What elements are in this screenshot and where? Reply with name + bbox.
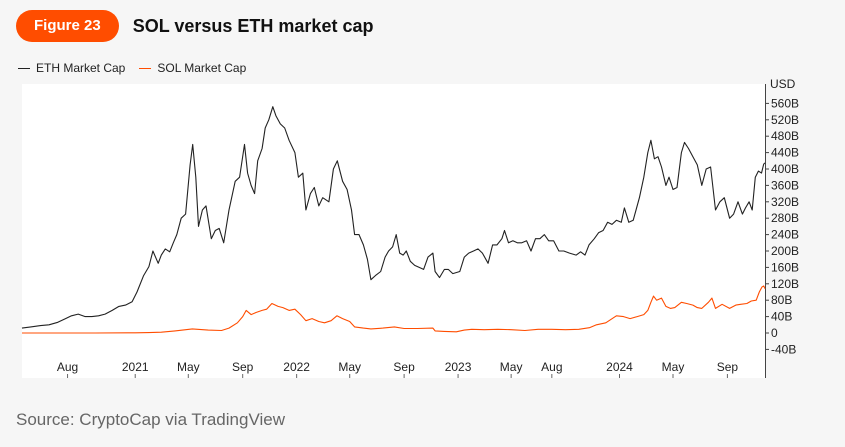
eth-market-cap-line — [21, 106, 766, 329]
x-tick-label: Sep — [717, 360, 739, 374]
y-tick-label: 120B — [771, 277, 799, 291]
x-tick-label: May — [338, 360, 361, 374]
y-tick-label: 80B — [771, 293, 792, 307]
y-tick-label: 400B — [771, 162, 799, 176]
y-tick-label: 240B — [771, 228, 799, 242]
x-tick-label: Sep — [393, 360, 415, 374]
x-tick-label: Sep — [232, 360, 254, 374]
y-tick-label: 40B — [771, 310, 792, 324]
y-tick-label: 360B — [771, 178, 799, 192]
x-tick-label: Aug — [57, 360, 78, 374]
source-note: Source: CryptoCap via TradingView — [16, 410, 285, 429]
y-tick-label: 520B — [771, 113, 799, 127]
legend-swatch-sol — [139, 67, 152, 69]
x-tick-label: May — [500, 360, 523, 374]
chart-title: SOL versus ETH market cap — [132, 15, 374, 36]
legend-label-sol: SOL Market Cap — [157, 61, 247, 75]
x-tick-label: 2022 — [283, 360, 310, 374]
x-tick-label: May — [662, 360, 685, 374]
x-tick-label: May — [177, 360, 200, 374]
y-tick-label: 320B — [771, 195, 799, 209]
y-tick-label: 560B — [771, 96, 799, 110]
y-tick-label: 280B — [771, 211, 799, 225]
y-tick-label: 440B — [771, 146, 799, 160]
y-tick-label: 480B — [771, 129, 799, 143]
figure-badge: Figure 23 — [16, 10, 119, 42]
legend-item-sol: SOL Market Cap — [139, 61, 246, 75]
legend-item-eth: ETH Market Cap — [18, 61, 125, 75]
sol-market-cap-line — [22, 285, 766, 334]
chart-legend: ETH Market Cap SOL Market Cap — [18, 61, 260, 75]
y-tick-label: 160B — [771, 260, 799, 274]
figure-header: Figure 23 SOL versus ETH market cap — [16, 10, 373, 42]
y-axis-unit: USD — [770, 77, 796, 91]
plot-area — [22, 84, 766, 378]
x-tick-label: 2023 — [445, 360, 472, 374]
x-tick-label: Aug — [541, 360, 562, 374]
y-tick-label: -40B — [771, 342, 796, 356]
x-tick-label: 2021 — [122, 360, 149, 374]
legend-label-eth: ETH Market Cap — [36, 61, 126, 75]
x-tick-label: 2024 — [606, 360, 633, 374]
y-tick-label: 0 — [771, 326, 778, 340]
y-tick-label: 200B — [771, 244, 799, 258]
legend-swatch-eth — [18, 67, 30, 69]
